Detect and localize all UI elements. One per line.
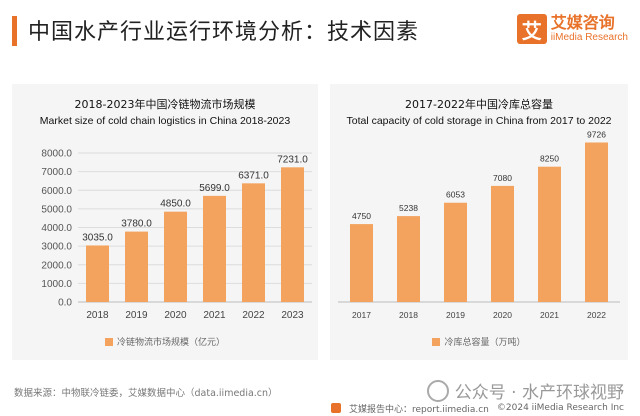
data-label: 3035.0 [82,232,113,243]
data-label: 5238 [399,203,418,213]
watermark: 公众号 · 水产环球视野 [426,378,624,403]
bar [350,224,373,302]
chart-subtitle: Market size of cold chain logistics in C… [39,115,291,127]
data-label: 3780.0 [121,219,152,230]
bar [86,245,109,302]
data-label: 6053 [446,190,465,200]
y-tick-label: 5000.0 [41,204,72,215]
bar [491,185,514,302]
y-tick-label: 4000.0 [41,223,72,234]
x-tick-label: 2018 [399,310,418,320]
data-label: 5699.0 [199,183,230,194]
x-tick-label: 2022 [587,310,606,320]
bar [281,167,304,302]
bar [538,166,561,302]
chart-title: 2018-2023年中国冷链物流市场规模 [74,98,256,111]
bar [203,195,226,302]
wechat-icon [426,379,449,402]
x-tick-label: 2022 [242,310,265,321]
bar [164,211,187,302]
footer-logo-icon [330,403,341,413]
title-accent-bar [12,16,17,46]
watermark-text: 公众号 · 水产环球视野 [454,383,624,403]
bar [397,216,420,302]
chart-panel-cold-storage: 2017-2022年中国冷库总容量 Total capacity of cold… [330,84,628,360]
y-tick-label: 1000.0 [41,279,72,290]
data-label: 7080 [493,173,512,183]
x-tick-label: 2020 [493,310,512,320]
legend-swatch [104,338,113,346]
logo-cn-text: 艾媒咨询 [550,13,615,32]
bar [125,231,148,302]
chart-subtitle: Total capacity of cold storage in China … [346,115,612,127]
chart-legend: 冷链物流市场规模（亿元） [12,335,318,348]
cold-storage-bar-chart: 4750 2017 5238 2018 6053 2019 7080 2020 8250 2021… [338,129,620,320]
data-label: 4750 [352,211,371,221]
data-label: 9726 [587,129,606,139]
chart-panel-cold-chain: 2018-2023年中国冷链物流市场规模 Market size of cold… [12,84,318,360]
y-tick-label: 8000.0 [41,149,72,160]
y-tick-label: 6000.0 [41,186,72,197]
copyright: ©2024 iiMedia Research Inc [496,403,624,413]
x-tick-label: 2017 [352,310,371,320]
y-tick-label: 2000.0 [41,260,72,271]
chart-title: 2017-2022年中国冷库总容量 [405,98,553,111]
bar [242,183,265,302]
data-label: 7231.0 [277,154,308,165]
legend-label: 冷库总容量（万吨） [444,338,526,348]
logo-en-text: iiMedia Research [550,32,628,43]
x-tick-label: 2021 [203,310,226,321]
y-tick-label: 3000.0 [41,242,72,253]
x-tick-label: 2020 [164,310,187,321]
bar [585,142,608,302]
cold-chain-bar-chart: 0.0 1000.0 2000.0 3000.0 4000.0 5000.0 6000.0 7… [41,149,312,321]
x-tick-label: 2023 [281,310,304,321]
logo-icon: 艾 [516,14,547,44]
data-label: 8250 [540,154,559,164]
legend-label: 冷链物流市场规模（亿元） [116,338,225,348]
report-site: 艾媒报告中心：report.iimedia.cn [348,404,489,415]
data-label: 6371.0 [238,170,269,181]
legend-swatch [432,338,441,346]
brand-logo: 艾 艾媒咨询 iiMedia Research [516,13,628,44]
x-tick-label: 2019 [125,310,148,321]
footer-bar: 艾媒报告中心：report.iimedia.cn ©2024 iiMedia R… [0,400,640,416]
x-tick-label: 2018 [86,310,109,321]
y-tick-label: 0.0 [58,298,72,309]
x-tick-label: 2021 [540,310,559,320]
bar [444,202,467,302]
chart-legend: 冷库总容量（万吨） [330,335,628,348]
x-tick-label: 2019 [446,310,465,320]
data-label: 4850.0 [160,199,191,210]
page-title: 中国水产行业运行环境分析：技术因素 [28,20,420,45]
y-tick-label: 7000.0 [41,167,72,178]
data-source: 数据来源：中物联冷链委，艾媒数据中心（data.iimedia.cn） [14,388,278,399]
